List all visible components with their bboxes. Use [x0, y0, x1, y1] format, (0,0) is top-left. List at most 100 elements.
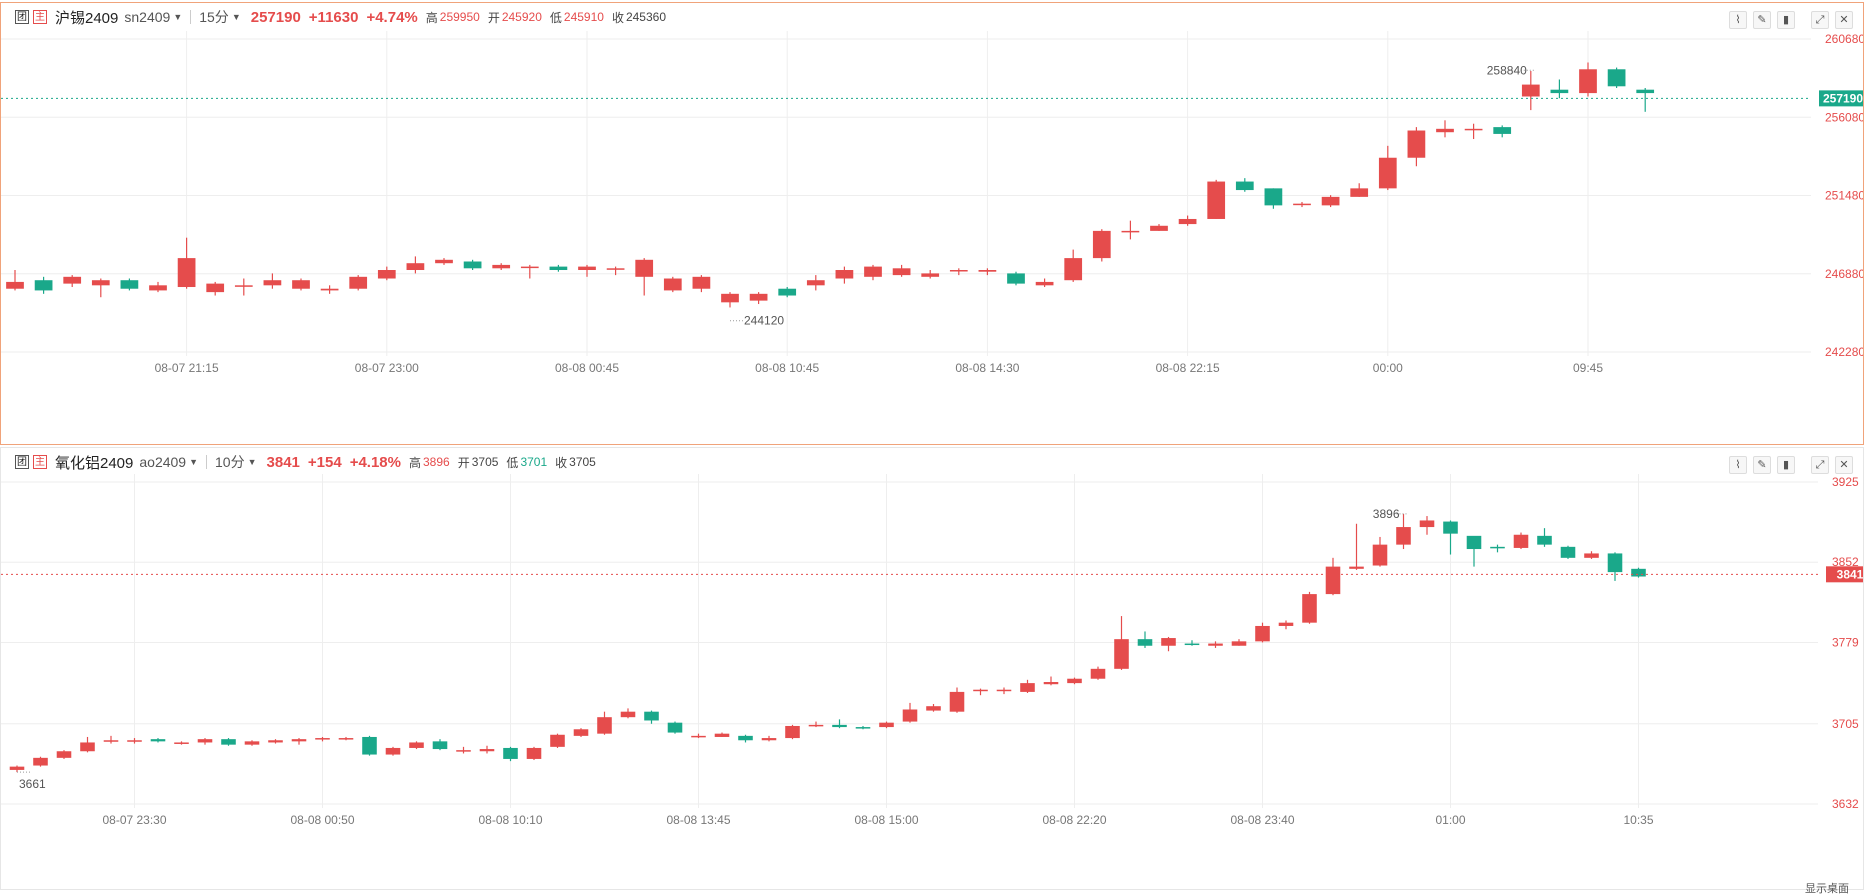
- candle-body: [778, 288, 797, 296]
- expand-icon[interactable]: ⤢: [1811, 11, 1829, 29]
- main-tag[interactable]: 主: [33, 455, 47, 469]
- draw-icon[interactable]: ✎: [1753, 456, 1771, 474]
- candle-body: [244, 741, 260, 745]
- panel-header: 团 主 氧化铝2409 ao2409 ▼ 10分 ▼ 3841 +154 +4.…: [1, 448, 1863, 476]
- chevron-down-icon[interactable]: ▼: [189, 457, 199, 467]
- candle-body: [268, 740, 283, 743]
- chevron-down-icon[interactable]: ▼: [231, 12, 241, 22]
- y-tick-label: 251480: [1825, 189, 1863, 203]
- candle-body: [63, 276, 82, 284]
- candle-body: [503, 747, 518, 759]
- close-icon[interactable]: ✕: [1835, 11, 1853, 29]
- current-price-label: 257190: [1823, 91, 1863, 105]
- x-tick-label: 01:00: [1435, 813, 1465, 827]
- candle-body: [174, 742, 189, 744]
- high-value: 3896: [423, 455, 450, 469]
- group-tag[interactable]: 团: [15, 10, 29, 24]
- candle-body: [33, 757, 48, 766]
- x-tick-label: 08-08 22:20: [1042, 813, 1106, 827]
- x-tick-label: 08-08 13:45: [666, 813, 730, 827]
- candle-body: [785, 725, 800, 739]
- close-label: 收: [555, 455, 568, 470]
- candle-body: [1293, 203, 1311, 206]
- y-tick-label: 256080: [1825, 110, 1863, 124]
- candle-body: [832, 724, 847, 728]
- symbol-name[interactable]: 氧化铝2409: [55, 454, 134, 472]
- candle-icon[interactable]: ▮: [1777, 456, 1795, 474]
- chevron-down-icon[interactable]: ▼: [173, 12, 183, 22]
- chart-panel-ao2409: 团 主 氧化铝2409 ao2409 ▼ 10分 ▼ 3841 +154 +4.…: [0, 447, 1864, 890]
- candle-body: [149, 285, 167, 291]
- candle-body: [91, 280, 110, 286]
- candle-body: [1007, 273, 1025, 284]
- candle-icon[interactable]: ▮: [1777, 11, 1795, 29]
- candle-body: [1231, 641, 1247, 646]
- show-desktop-label[interactable]: 显示桌面: [1805, 883, 1849, 895]
- candle-body: [1560, 546, 1576, 558]
- candlestick-chart-ao2409[interactable]: 3925 3852 3779 3705 3632 08-07 23:30 08-08 00:…: [1, 448, 1863, 889]
- candle-body: [597, 717, 612, 734]
- current-price-label: 3841: [1837, 567, 1863, 581]
- y-tick-label: 242280: [1825, 345, 1863, 359]
- candle-body: [432, 741, 448, 750]
- draw-icon[interactable]: ✎: [1753, 11, 1771, 29]
- candle-body: [949, 691, 965, 712]
- candle-body: [150, 739, 166, 742]
- candle-body: [409, 742, 424, 748]
- candle-body: [338, 738, 354, 740]
- group-tag[interactable]: 团: [15, 455, 29, 469]
- candle-body: [221, 739, 236, 745]
- candle-body: [1443, 521, 1458, 534]
- close-value: 3705: [569, 455, 596, 469]
- close-icon[interactable]: ✕: [1835, 456, 1853, 474]
- divider: [206, 455, 208, 469]
- candle-body: [606, 268, 625, 270]
- candle-body: [234, 285, 253, 287]
- chart-panel-sn2409: 团 主 沪锡2409 sn2409 ▼ 15分 ▼ 257190 +11630 …: [0, 2, 1864, 445]
- panel-tools: ⌇ ✎ ▮ ⤢ ✕: [1729, 456, 1853, 474]
- candle-body: [492, 264, 511, 269]
- chevron-down-icon[interactable]: ▼: [247, 457, 257, 467]
- candle-body: [721, 293, 739, 303]
- candle-body: [1264, 188, 1283, 206]
- candle-body: [1235, 181, 1254, 191]
- candle-body: [385, 747, 401, 755]
- candle-body: [1150, 225, 1168, 231]
- candle-body: [1278, 622, 1294, 626]
- candle-body: [315, 738, 330, 740]
- line-chart-icon[interactable]: ⌇: [1729, 11, 1747, 29]
- y-tick-label: 260680: [1825, 32, 1863, 46]
- candle-body: [1035, 281, 1054, 286]
- x-tick-label: 08-08 00:45: [555, 361, 619, 375]
- min-price-label: 244120: [744, 314, 784, 328]
- open-value: 245920: [501, 10, 542, 24]
- y-tick-label: 3632: [1832, 797, 1859, 811]
- candle-body: [738, 735, 753, 741]
- x-tick-label: 00:00: [1373, 361, 1403, 375]
- y-tick-label: 3705: [1832, 717, 1859, 731]
- expand-icon[interactable]: ⤢: [1811, 456, 1829, 474]
- candle-body: [879, 722, 894, 728]
- min-price-label: 3661: [19, 777, 46, 791]
- candle-body: [1255, 625, 1270, 642]
- symbol-code[interactable]: ao2409: [139, 454, 187, 470]
- candle-body: [1464, 128, 1483, 131]
- candle-body: [1466, 535, 1482, 550]
- candlestick-chart-sn2409[interactable]: 260680 256080 251480 246880 242280 08-07 21:1…: [1, 3, 1863, 444]
- candle-body: [1302, 594, 1317, 623]
- price-change: +11630: [308, 8, 359, 26]
- period-select[interactable]: 15分: [199, 9, 229, 25]
- symbol-code[interactable]: sn2409: [124, 9, 171, 25]
- candle-body: [1550, 89, 1569, 94]
- main-tag[interactable]: 主: [33, 10, 47, 24]
- candle-body: [1064, 258, 1083, 281]
- candle-body: [1043, 682, 1059, 685]
- current-price-badge: [1819, 90, 1863, 107]
- line-chart-icon[interactable]: ⌇: [1729, 456, 1747, 474]
- period-select[interactable]: 10分: [215, 454, 245, 470]
- candle-body: [1092, 230, 1111, 259]
- candle-body: [1579, 69, 1597, 94]
- symbol-name[interactable]: 沪锡2409: [55, 9, 119, 27]
- candle-body: [663, 278, 682, 291]
- x-tick-label: 08-08 15:00: [854, 813, 918, 827]
